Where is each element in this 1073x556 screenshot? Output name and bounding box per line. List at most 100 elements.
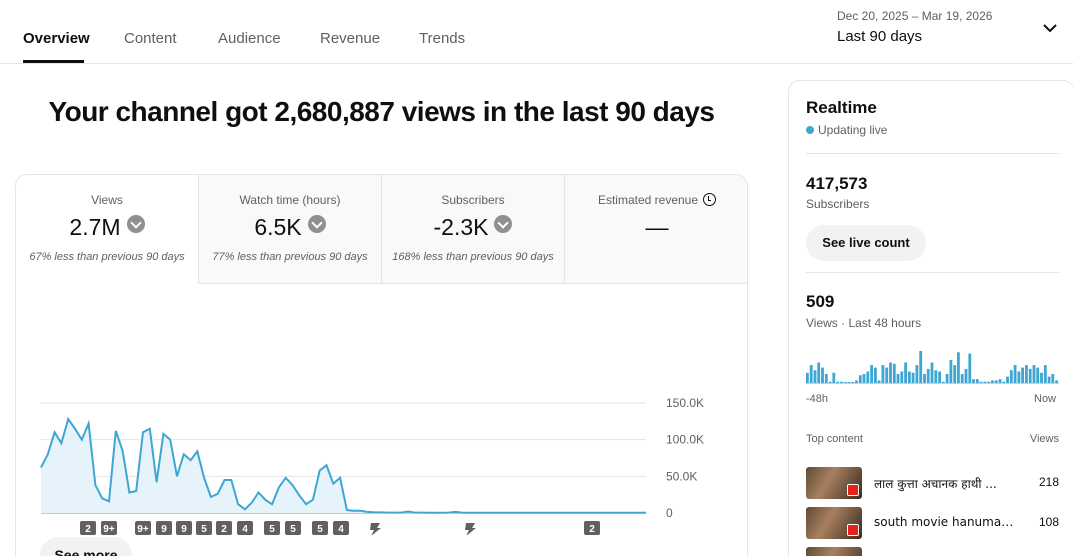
realtime-bar bbox=[911, 372, 915, 383]
realtime-bar bbox=[945, 374, 949, 383]
video-marker-label: 5 bbox=[269, 524, 275, 535]
y-tick-label: 50.0K bbox=[666, 469, 697, 483]
metric-tabs: Views 2.7M 67% less than previous 90 day… bbox=[16, 175, 747, 284]
realtime-bar bbox=[1017, 371, 1021, 383]
realtime-bar bbox=[994, 380, 998, 383]
top-content-header: Top content Views bbox=[806, 433, 1059, 445]
see-live-count-button[interactable]: See live count bbox=[806, 225, 926, 261]
video-thumbnail bbox=[806, 507, 862, 539]
realtime-bar bbox=[828, 381, 832, 383]
metric-title: Watch time (hours) bbox=[239, 193, 341, 207]
realtime-bar bbox=[855, 380, 858, 383]
realtime-bar bbox=[1013, 365, 1017, 383]
metric-estimated-revenue[interactable]: Estimated revenue — bbox=[565, 175, 747, 284]
tab-content[interactable]: Content bbox=[124, 30, 177, 47]
realtime-bar bbox=[941, 381, 945, 383]
realtime-bar bbox=[934, 370, 938, 383]
top-content-item[interactable]: लाल कुत्ता अचानक हाथी ... 218 bbox=[806, 467, 1059, 499]
realtime-bar bbox=[957, 352, 960, 383]
tab-trends[interactable]: Trends bbox=[419, 30, 466, 47]
realtime-bar bbox=[1036, 367, 1040, 383]
realtime-bar bbox=[919, 351, 923, 383]
realtime-bar bbox=[900, 371, 904, 383]
metric-value: — bbox=[645, 214, 669, 240]
realtime-title: Realtime bbox=[806, 98, 877, 117]
video-marker bbox=[584, 521, 600, 535]
date-range-picker[interactable]: Dec 20, 2025 – Mar 19, 2026 Last 90 days bbox=[837, 8, 1067, 52]
realtime-bar bbox=[991, 380, 994, 383]
metric-value: 2.7M bbox=[16, 214, 198, 241]
video-marker-label: 5 bbox=[201, 524, 207, 535]
realtime-bar bbox=[892, 363, 896, 383]
realtime-bar bbox=[915, 365, 919, 383]
realtime-bar bbox=[1055, 380, 1058, 383]
realtime-bar bbox=[968, 353, 972, 383]
tab-revenue[interactable]: Revenue bbox=[320, 30, 381, 47]
metric-watch-time[interactable]: Watch time (hours) 6.5K 77% less than pr… bbox=[199, 175, 382, 284]
shorts-icon bbox=[847, 524, 859, 536]
realtime-bar bbox=[862, 374, 866, 383]
metric-title: Views bbox=[91, 193, 123, 207]
realtime-bar bbox=[1025, 365, 1028, 383]
shorts-icon bbox=[847, 484, 859, 496]
video-marker-label: 4 bbox=[242, 524, 248, 535]
realtime-bar bbox=[1028, 368, 1032, 383]
realtime-bar bbox=[960, 374, 964, 383]
realtime-bar bbox=[1006, 376, 1009, 383]
divider bbox=[806, 272, 1059, 273]
realtime-panel: Realtime Updating live 417,573 Subscribe… bbox=[788, 80, 1073, 556]
overview-card: Views 2.7M 67% less than previous 90 day… bbox=[15, 174, 748, 556]
top-content-views-label: Views bbox=[1029, 433, 1059, 445]
tab-audience[interactable]: Audience bbox=[218, 30, 281, 47]
realtime-bar bbox=[1009, 370, 1013, 383]
metric-views[interactable]: Views 2.7M 67% less than previous 90 day… bbox=[16, 175, 199, 284]
metric-title: Estimated revenue bbox=[565, 193, 747, 207]
realtime-bar bbox=[874, 367, 877, 383]
y-tick-label: 100.0K bbox=[666, 433, 704, 447]
realtime-bar bbox=[832, 372, 836, 383]
chevron-down-icon[interactable] bbox=[1042, 20, 1058, 36]
video-thumbnail bbox=[806, 467, 862, 499]
y-tick-label: 0 bbox=[666, 506, 673, 520]
chart-area-fill bbox=[41, 419, 646, 513]
realtime-bar bbox=[1021, 367, 1024, 383]
video-marker-label: 5 bbox=[290, 524, 296, 535]
realtime-bar bbox=[821, 367, 824, 383]
shorts-icon bbox=[370, 523, 381, 535]
realtime-bar bbox=[851, 382, 855, 383]
realtime-bar bbox=[998, 379, 1002, 383]
realtime-bar bbox=[806, 372, 809, 383]
video-marker-label: 2 bbox=[589, 524, 595, 535]
tab-overview[interactable]: Overview bbox=[23, 30, 90, 47]
video-marker bbox=[176, 521, 192, 535]
realtime-bar bbox=[987, 381, 991, 383]
realtime-views-label: Views · Last 48 hours bbox=[806, 316, 922, 330]
arrow-down-icon bbox=[126, 215, 145, 233]
realtime-bar bbox=[1043, 365, 1047, 383]
realtime-bar bbox=[1040, 372, 1043, 383]
realtime-bar bbox=[877, 380, 881, 383]
metric-note: 67% less than previous 90 days bbox=[29, 251, 185, 263]
date-range-text: Dec 20, 2025 – Mar 19, 2026 bbox=[837, 9, 993, 23]
top-content-item[interactable]: south movie hanuman... 108 bbox=[806, 507, 1059, 539]
realtime-bar bbox=[866, 371, 870, 383]
page-headline: Your channel got 2,680,887 views in the … bbox=[48, 96, 716, 127]
date-range-label: Last 90 days bbox=[837, 28, 923, 45]
video-marker-label: 9+ bbox=[103, 524, 115, 535]
realtime-bar bbox=[1047, 376, 1051, 383]
top-content-item[interactable] bbox=[806, 547, 1059, 556]
video-marker bbox=[312, 521, 328, 535]
realtime-bar bbox=[926, 368, 930, 383]
see-more-button[interactable]: See more bbox=[40, 537, 132, 556]
metric-title: Subscribers bbox=[441, 193, 505, 207]
subscriber-label: Subscribers bbox=[806, 197, 870, 211]
realtime-bar bbox=[964, 368, 968, 383]
video-marker bbox=[264, 521, 280, 535]
realtime-bar bbox=[923, 374, 926, 383]
metric-value: -2.3K bbox=[382, 214, 564, 241]
video-marker bbox=[135, 521, 151, 535]
metric-value: 6.5K bbox=[199, 214, 381, 241]
video-marker bbox=[216, 521, 232, 535]
metric-subscribers[interactable]: Subscribers -2.3K 168% less than previou… bbox=[382, 175, 565, 284]
